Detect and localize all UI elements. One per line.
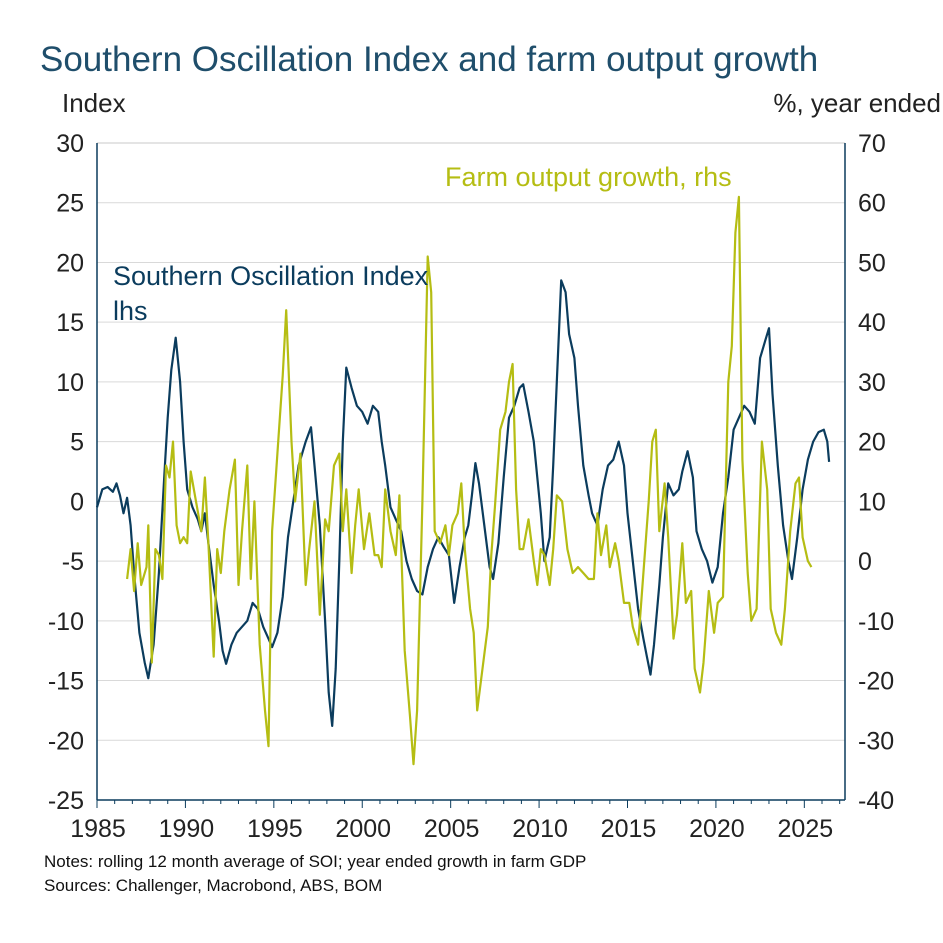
left-tick-label: 15 xyxy=(56,309,84,337)
right-tick-label: -40 xyxy=(858,787,894,815)
right-tick-label: 30 xyxy=(858,369,886,397)
right-tick-label: 50 xyxy=(858,249,886,277)
left-tick-label: 25 xyxy=(56,190,84,218)
left-tick-label: -10 xyxy=(48,608,84,636)
left-axis-unit: Index xyxy=(62,88,126,118)
right-tick-label: 60 xyxy=(858,190,886,218)
x-tick-label: 2020 xyxy=(689,815,745,843)
right-tick-label: -30 xyxy=(858,727,894,755)
soi-series-label-line2: lhs xyxy=(113,296,148,326)
left-tick-label: 5 xyxy=(70,429,84,457)
x-tick-label: 2015 xyxy=(601,815,657,843)
right-tick-label: 70 xyxy=(858,130,886,158)
x-tick-label: 1990 xyxy=(159,815,215,843)
right-tick-label: 20 xyxy=(858,429,886,457)
x-tick-label: 1985 xyxy=(70,815,126,843)
right-tick-label: -20 xyxy=(858,668,894,696)
left-tick-label: 0 xyxy=(70,488,84,516)
right-tick-label: 0 xyxy=(858,548,872,576)
left-tick-label: -20 xyxy=(48,727,84,755)
x-tick-label: 2025 xyxy=(778,815,834,843)
right-tick-label: 40 xyxy=(858,309,886,337)
left-tick-label: -15 xyxy=(48,668,84,696)
right-axis-unit: %, year ended xyxy=(773,88,941,118)
left-tick-label: 10 xyxy=(56,369,84,397)
left-tick-label: -5 xyxy=(62,548,84,576)
right-tick-label: -10 xyxy=(858,608,894,636)
left-tick-label: 30 xyxy=(56,130,84,158)
left-tick-label: -25 xyxy=(48,787,84,815)
x-tick-label: 2010 xyxy=(512,815,568,843)
chart-sources: Sources: Challenger, Macrobond, ABS, BOM xyxy=(44,876,383,895)
soi-series-label-line1: Southern Oscillation Index xyxy=(113,261,429,291)
farm-output-series-label: Farm output growth, rhs xyxy=(445,162,732,192)
x-tick-label: 2000 xyxy=(335,815,391,843)
farm-output-series-line xyxy=(126,195,813,766)
x-tick-label: 1995 xyxy=(247,815,303,843)
chart-title: Southern Oscillation Index and farm outp… xyxy=(40,40,819,79)
left-tick-label: 20 xyxy=(56,249,84,277)
chart-notes: Notes: rolling 12 month average of SOI; … xyxy=(44,852,587,871)
right-tick-label: 10 xyxy=(858,488,886,516)
x-tick-label: 2005 xyxy=(424,815,480,843)
